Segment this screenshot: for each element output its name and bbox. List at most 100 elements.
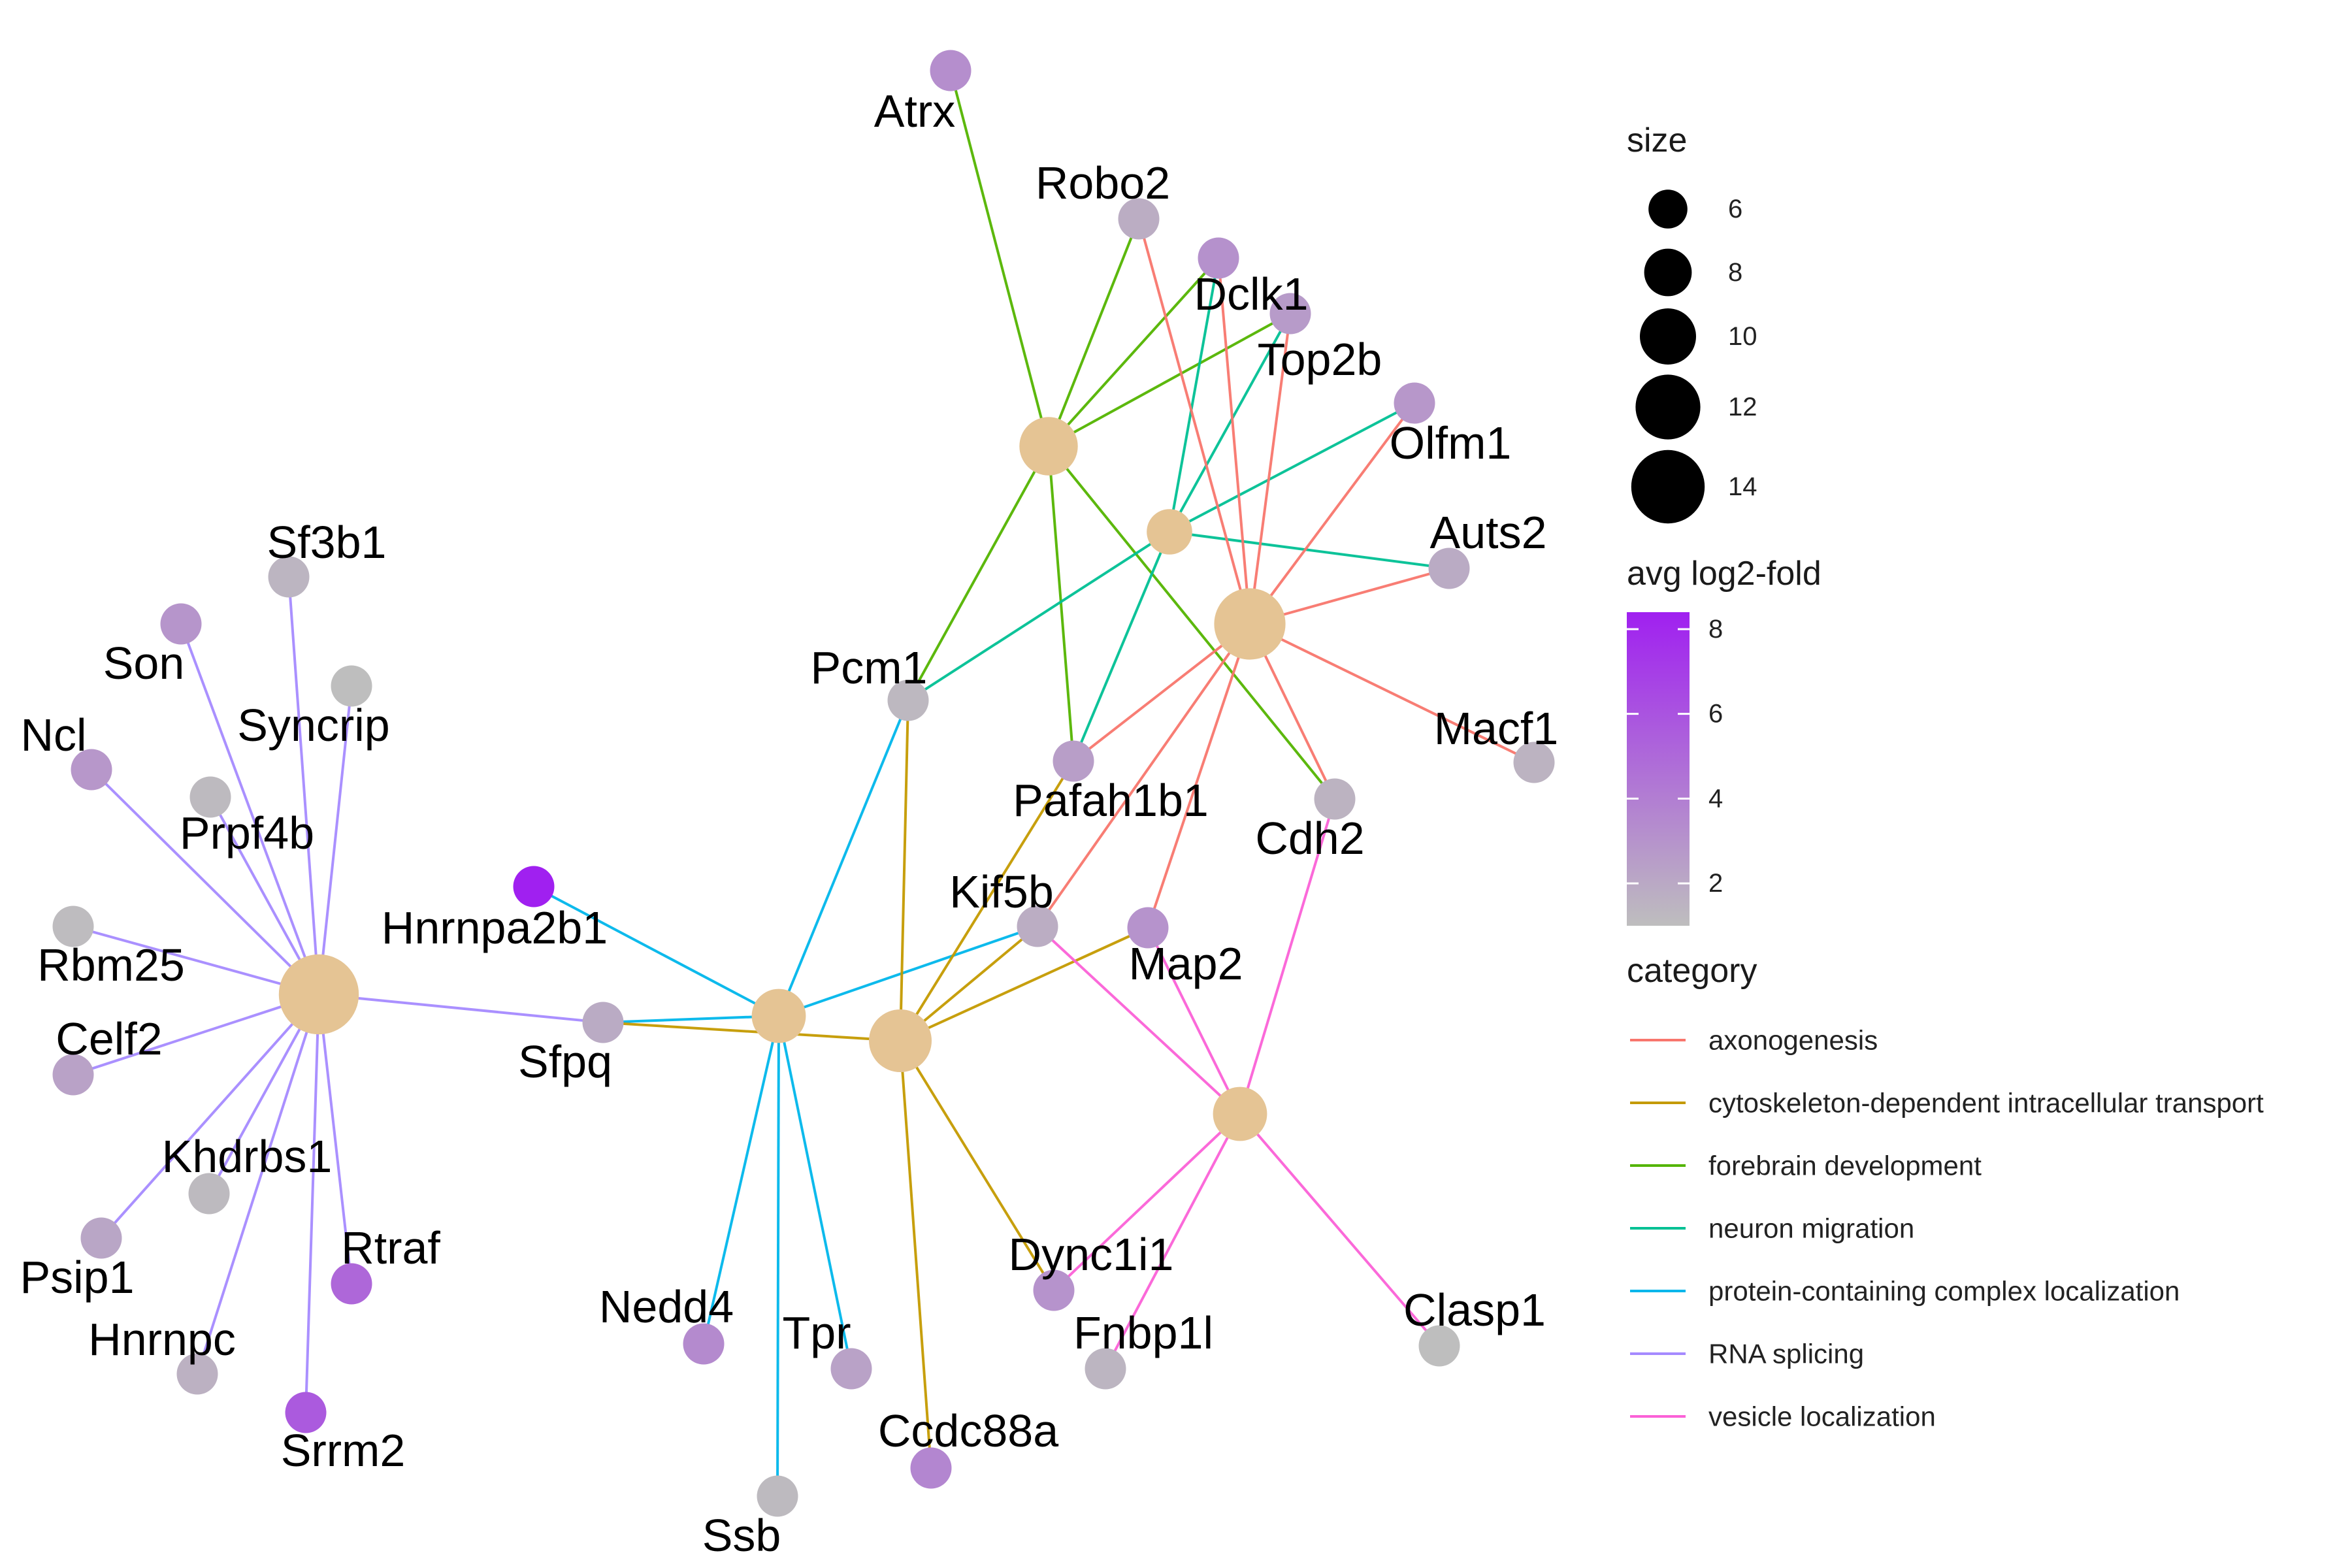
category-legend-keys: axonogenesis cytoskeleton-dependent intra…: [1630, 1025, 2264, 1432]
size-key-dot-8: [1644, 248, 1692, 297]
gene-node-celf2[interactable]: [52, 1054, 94, 1096]
edge-prot-ssb: [776, 1015, 780, 1497]
edge-vesi-clasp1: [1239, 1113, 1441, 1347]
edge-axon-top2b: [1249, 313, 1292, 625]
category-key-label-cyto: cytoskeleton-dependent intracellular tra…: [1708, 1088, 2264, 1119]
category-key-label-rna: RNA splicing: [1708, 1339, 1864, 1369]
gene-label-rbm25: Rbm25: [37, 939, 185, 990]
gene-label-sf3b1: Sf3b1: [267, 517, 387, 568]
gene-node-fnbp1l[interactable]: [1085, 1348, 1126, 1390]
category-hub-axon[interactable]: [1214, 588, 1286, 660]
gene-node-dclk1[interactable]: [1198, 237, 1239, 279]
gene-node-sf3b1[interactable]: [268, 556, 310, 598]
gene-label-kif5b: Kif5b: [949, 866, 1054, 917]
gene-label-map2: Map2: [1128, 938, 1243, 989]
edge-vesi-dync1i1: [1053, 1113, 1241, 1292]
fold-colorbar: [1627, 612, 1690, 926]
edge-axon-robo2: [1137, 218, 1251, 625]
category-hub-migr[interactable]: [1147, 509, 1192, 555]
edge-rna-rbm25: [73, 925, 319, 996]
gene-label-clasp1: Clasp1: [1403, 1284, 1546, 1335]
category-hub-vesi[interactable]: [1213, 1086, 1267, 1141]
gene-node-auts2[interactable]: [1428, 547, 1470, 589]
edge-prot-pcm1: [777, 700, 909, 1017]
gene-node-ssb[interactable]: [757, 1475, 798, 1517]
gene-node-cdh2[interactable]: [1314, 778, 1356, 820]
category-key-label-migr: neuron migration: [1708, 1213, 1914, 1244]
edge-axon-dclk1: [1217, 257, 1251, 625]
edge-cyto-pafah1b1: [899, 760, 1075, 1042]
gene-node-map2[interactable]: [1127, 907, 1169, 949]
gene-node-atrx[interactable]: [930, 50, 972, 91]
gene-node-ccdc88a[interactable]: [910, 1447, 952, 1489]
category-key-label-vesi: vesicle localization: [1708, 1401, 1936, 1432]
size-key-dot-10: [1640, 308, 1696, 365]
gene-node-clasp1[interactable]: [1418, 1325, 1460, 1367]
category-hub-rna[interactable]: [278, 954, 359, 1035]
edge-fore-atrx: [949, 70, 1050, 447]
gene-node-son[interactable]: [160, 603, 202, 645]
gene-label-nedd4: Nedd4: [599, 1281, 734, 1332]
gene-label-hnrnpc: Hnrnpc: [88, 1314, 236, 1365]
gene-node-pcm1[interactable]: [887, 679, 929, 721]
edge-prot-nedd4: [702, 1015, 780, 1345]
size-legend-keys: 6 8 10 12 14: [1631, 189, 1757, 524]
gene-node-psip1[interactable]: [80, 1217, 122, 1259]
gene-label-srrm2: Srrm2: [281, 1425, 406, 1476]
gene-label-auts2: Auts2: [1430, 507, 1547, 558]
gene-label-atrx: Atrx: [874, 86, 955, 137]
edge-vesi-cdh2: [1239, 798, 1336, 1115]
gene-node-tpr[interactable]: [830, 1348, 872, 1390]
gene-node-khdrbs1[interactable]: [188, 1173, 230, 1215]
gene-label-olfm1: Olfm1: [1390, 417, 1512, 468]
gene-node-prpf4b[interactable]: [189, 776, 231, 818]
edge-fore-dclk1: [1047, 257, 1220, 448]
network-edges: [73, 70, 1535, 1497]
gene-label-ncl: Ncl: [20, 710, 86, 760]
gene-node-nedd4[interactable]: [683, 1323, 725, 1365]
edge-fore-pafah1b1: [1047, 446, 1075, 762]
gene-node-olfm1[interactable]: [1394, 382, 1435, 424]
gene-node-srrm2[interactable]: [285, 1392, 327, 1433]
gene-label-tpr: Tpr: [783, 1307, 851, 1358]
gene-label-prpf4b: Prpf4b: [180, 808, 314, 858]
gene-node-ncl[interactable]: [71, 749, 112, 791]
edge-migr-pcm1: [907, 531, 1171, 702]
edge-fore-robo2: [1047, 218, 1140, 447]
gene-node-hnrnpc[interactable]: [176, 1353, 218, 1395]
gene-node-rtraf[interactable]: [331, 1263, 372, 1305]
edge-rna-syncrip: [318, 685, 353, 995]
gene-node-rbm25[interactable]: [52, 906, 94, 947]
gene-node-syncrip[interactable]: [331, 665, 372, 707]
gene-label-rtraf: Rtraf: [341, 1222, 440, 1273]
size-key-dot-6: [1648, 189, 1688, 229]
gene-label-cdh2: Cdh2: [1255, 813, 1364, 864]
edge-prot-hnrnpa2b1: [533, 885, 779, 1017]
gene-node-macf1[interactable]: [1513, 742, 1555, 783]
edge-cyto-ccdc88a: [899, 1040, 932, 1469]
gene-label-top2b: Top2b: [1258, 334, 1382, 385]
gene-label-pafah1b1: Pafah1b1: [1013, 775, 1209, 826]
category-hub-prot[interactable]: [751, 988, 806, 1043]
gene-node-hnrnpa2b1[interactable]: [513, 866, 555, 907]
edge-rna-srrm2: [304, 994, 320, 1413]
gene-node-sfpq[interactable]: [582, 1002, 624, 1043]
edge-rna-sf3b1: [287, 576, 320, 995]
edge-vesi-map2: [1147, 927, 1241, 1115]
size-key-label-12: 12: [1728, 393, 1757, 421]
category-hub-cyto[interactable]: [869, 1009, 932, 1072]
gene-label-robo2: Robo2: [1036, 157, 1170, 208]
gene-node-pafah1b1[interactable]: [1053, 740, 1094, 782]
size-key-dot-12: [1635, 374, 1701, 440]
gene-node-robo2[interactable]: [1118, 198, 1160, 240]
edge-migr-dclk1: [1168, 257, 1220, 532]
edge-fore-pcm1: [907, 446, 1050, 701]
legend: size 6 8 10 12 14 avg log2-fold 2 4 6 8 categor…: [1627, 122, 2264, 1432]
category-hub-fore[interactable]: [1019, 417, 1078, 476]
gene-node-top2b[interactable]: [1269, 293, 1311, 335]
fold-tick-label-8: 8: [1708, 615, 1723, 644]
edge-prot-sfpq: [602, 1015, 779, 1024]
gene-node-kif5b[interactable]: [1017, 906, 1058, 947]
gene-node-dync1i1[interactable]: [1033, 1269, 1075, 1311]
